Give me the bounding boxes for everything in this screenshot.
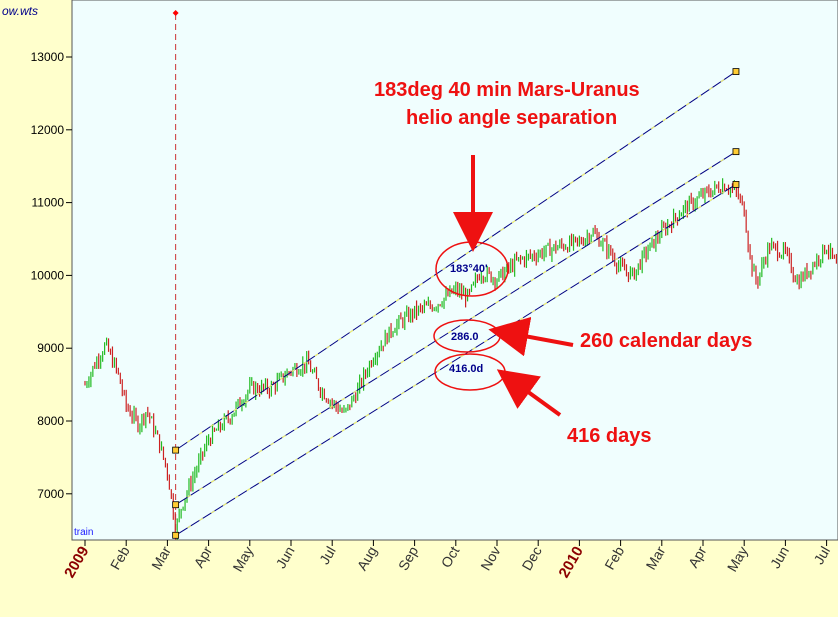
x-month-label: Jul [316, 544, 339, 568]
y-tick-label: 10000 [31, 268, 65, 282]
channel-end-handle[interactable] [732, 148, 740, 156]
x-month-label: Oct [438, 543, 463, 570]
channel-line [175, 151, 737, 506]
y-tick-label: 11000 [32, 196, 65, 210]
x-month-label: Jul [810, 544, 833, 568]
y-tick-label: 13000 [31, 50, 65, 64]
x-month-label: Feb [107, 543, 133, 572]
x-month-label: Sep [395, 543, 421, 573]
days-arrow [496, 369, 562, 417]
channel-start-handle[interactable] [172, 501, 180, 509]
source-label: train [74, 527, 93, 538]
channel-start-handle[interactable] [172, 531, 180, 539]
angle-annotation-line1: 183deg 40 min Mars-Uranus [374, 79, 640, 101]
x-month-label: Feb [601, 543, 627, 572]
x-month-label: Dec [518, 544, 544, 574]
x-month-label: Nov [477, 544, 503, 574]
channel-line [175, 183, 737, 536]
angle-value-label: 183°40' [450, 263, 488, 275]
y-axis: 13000 12000 11000 10000 9000 8000 7000 [31, 50, 72, 501]
y-tick-label: 7000 [37, 487, 64, 501]
x-axis: 2009 Feb Mar Apr May Jun Jul Aug Sep Oct Nov Dec 201… [61, 540, 833, 581]
channel-end-handle[interactable] [732, 68, 740, 75]
y-tick-label: 9000 [37, 341, 64, 355]
time-marker-diamond [172, 10, 179, 16]
x-month-label: Apr [190, 543, 215, 570]
calendar-days-annotation: 260 calendar days [580, 330, 752, 352]
x-month-label: May [724, 544, 751, 575]
plot-area [71, 0, 838, 541]
x-month-label: Mar [148, 543, 174, 572]
channel-lines [175, 71, 737, 536]
days-annotation: 416 days [567, 425, 652, 447]
x-year-label: 2010 [555, 544, 586, 581]
angle-annotation-line2: helio angle separation [406, 107, 617, 129]
x-month-label: May [229, 544, 256, 575]
x-month-label: Mar [642, 543, 668, 572]
x-year-label: 2009 [61, 544, 92, 581]
channel-end-handle[interactable] [732, 180, 740, 188]
calendar-days-arrow [488, 316, 574, 357]
x-month-label: Apr [685, 543, 710, 570]
x-month-label: Aug [354, 544, 380, 574]
calendar-days-value-label: 286.0 [451, 331, 479, 343]
days-value-label: 416.0d [449, 363, 483, 375]
channel-line-dash [175, 71, 737, 451]
x-month-label: Jun [767, 544, 792, 572]
channel-handles [172, 68, 740, 539]
channel-start-handle[interactable] [172, 446, 180, 454]
x-month-label: Jun [272, 544, 297, 572]
y-tick-label: 8000 [37, 414, 64, 428]
y-tick-label: 12000 [31, 123, 65, 137]
file-name-label: ow.wts [2, 4, 38, 18]
